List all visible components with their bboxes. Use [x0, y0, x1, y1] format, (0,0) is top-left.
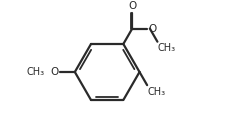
Text: O: O	[51, 67, 59, 77]
Text: O: O	[148, 24, 156, 34]
Text: O: O	[128, 1, 136, 11]
Text: CH₃: CH₃	[27, 67, 45, 77]
Text: CH₃: CH₃	[148, 87, 166, 97]
Text: CH₃: CH₃	[158, 43, 176, 53]
